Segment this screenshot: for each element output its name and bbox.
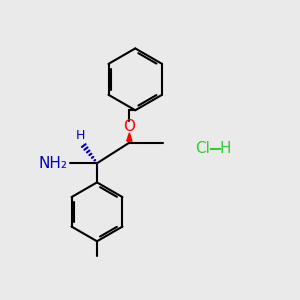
Polygon shape xyxy=(127,133,132,141)
Text: NH₂: NH₂ xyxy=(39,156,68,171)
Text: H: H xyxy=(219,141,231,156)
Text: Cl: Cl xyxy=(196,141,210,156)
Text: H: H xyxy=(76,129,85,142)
Text: O: O xyxy=(123,119,135,134)
